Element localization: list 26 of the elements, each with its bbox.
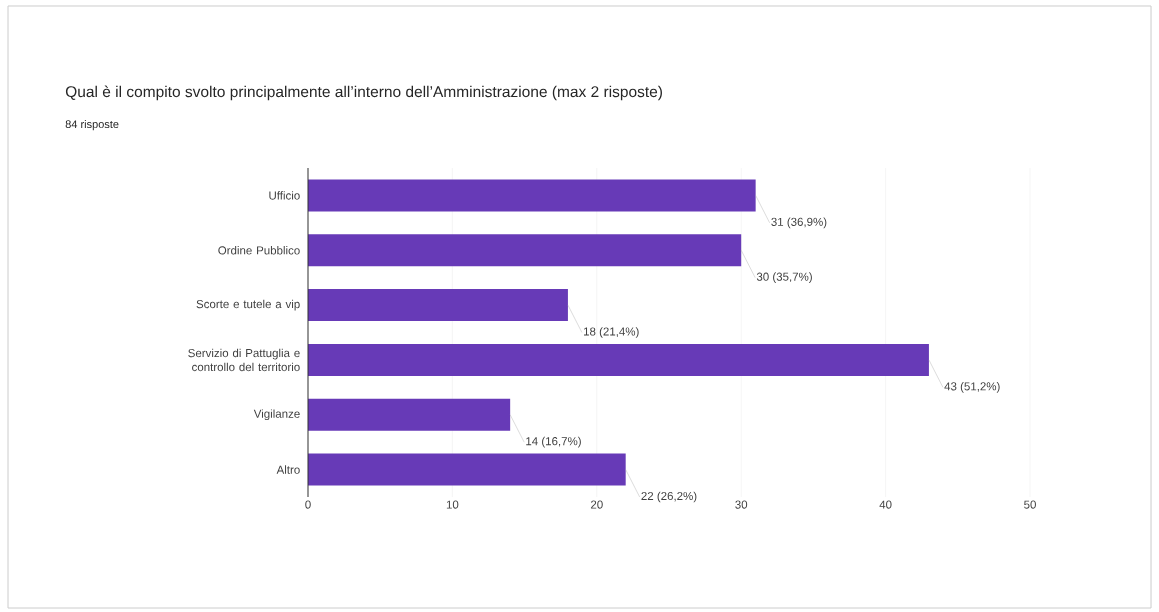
chart-title: Qual è il compito svolto principalmente all’interno dell’Amministrazione (max 2 risposte) (65, 85, 662, 101)
data-label: 43 (51,2%) (944, 381, 1000, 393)
bar (308, 179, 756, 212)
x-tick-label: 50 (1024, 500, 1036, 509)
data-label: 18 (21,4%) (584, 327, 639, 338)
y-tick-label: Vigilanze (253, 409, 300, 421)
x-tick-label: 40 (879, 500, 892, 509)
y-tick-label: Ordine Pubblico (218, 246, 300, 255)
y-tick-label: Ufficio (269, 191, 300, 200)
bar (308, 453, 626, 486)
data-label: 14 (16,7%) (526, 436, 581, 448)
text: 84 risposte (65, 120, 119, 131)
bar (308, 398, 511, 431)
x-tick-label: 30 (735, 500, 748, 509)
y-tick-label: Scorte e tutele a vip (196, 299, 300, 311)
y-tick-label: Servizio di Pattuglia e controllo del territorio (188, 348, 300, 372)
y-tick-label: Altro (276, 465, 300, 474)
data-label: 30 (35,7%) (756, 272, 812, 284)
x-tick-label: 10 (446, 500, 459, 509)
bar (308, 234, 742, 267)
data-label: 22 (26,2%) (641, 491, 697, 503)
x-tick-label: 20 (590, 500, 603, 509)
bar (308, 289, 568, 322)
data-label: 31 (36,9%) (771, 217, 827, 229)
x-tick-label: 0 (305, 500, 311, 509)
bar (308, 343, 929, 376)
